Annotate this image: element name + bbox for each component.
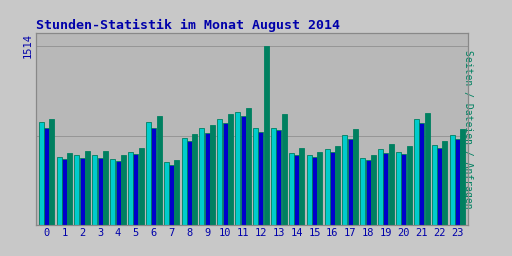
Bar — [56, 156, 61, 225]
Bar — [419, 123, 424, 225]
Bar — [67, 153, 72, 225]
Bar — [128, 152, 133, 225]
Bar — [80, 158, 85, 225]
Bar — [116, 161, 120, 225]
Bar — [74, 155, 79, 225]
Bar — [407, 146, 412, 225]
Bar — [139, 148, 144, 225]
Bar — [193, 134, 197, 225]
Bar — [348, 138, 353, 225]
Bar — [432, 145, 437, 225]
Bar — [389, 144, 394, 225]
Bar — [146, 122, 151, 225]
Bar — [235, 112, 240, 225]
Bar — [378, 150, 383, 225]
Bar — [366, 160, 371, 225]
Bar — [294, 155, 299, 225]
Bar — [157, 116, 162, 225]
Bar — [437, 148, 442, 225]
Bar — [164, 163, 169, 225]
Bar — [121, 155, 126, 225]
Bar — [151, 128, 156, 225]
Y-axis label: Seiten / Dateien / Anfragen: Seiten / Dateien / Anfragen — [463, 50, 473, 209]
Bar — [460, 129, 465, 225]
Bar — [442, 141, 447, 225]
Bar — [98, 158, 102, 225]
Bar — [103, 151, 108, 225]
Bar — [169, 165, 174, 225]
Bar — [246, 108, 251, 225]
Bar — [264, 46, 269, 225]
Bar — [317, 152, 323, 225]
Bar — [92, 155, 97, 225]
Bar — [424, 113, 430, 225]
Bar — [182, 137, 186, 225]
Bar — [307, 155, 312, 225]
Bar — [85, 151, 90, 225]
Bar — [401, 154, 407, 225]
Bar — [133, 154, 138, 225]
Bar — [200, 128, 204, 225]
Bar — [205, 133, 210, 225]
Bar — [210, 124, 215, 225]
Bar — [50, 119, 54, 225]
Bar — [312, 157, 317, 225]
Bar — [300, 148, 305, 225]
Bar — [335, 146, 340, 225]
Bar — [223, 123, 228, 225]
Bar — [217, 119, 222, 225]
Bar — [276, 131, 281, 225]
Bar — [271, 128, 276, 225]
Bar — [396, 152, 401, 225]
Bar — [289, 153, 294, 225]
Bar — [325, 150, 330, 225]
Bar — [330, 152, 335, 225]
Bar — [353, 129, 358, 225]
Bar — [383, 153, 389, 225]
Bar — [450, 135, 455, 225]
Bar — [241, 116, 246, 225]
Bar — [39, 122, 44, 225]
Bar — [187, 141, 192, 225]
Bar — [228, 114, 233, 225]
Bar — [343, 135, 347, 225]
Bar — [414, 119, 419, 225]
Bar — [253, 128, 258, 225]
Bar — [282, 114, 287, 225]
Bar — [259, 132, 263, 225]
Bar — [360, 158, 365, 225]
Bar — [44, 128, 49, 225]
Bar — [110, 159, 115, 225]
Text: Stunden-Statistik im Monat August 2014: Stunden-Statistik im Monat August 2014 — [36, 19, 340, 32]
Bar — [455, 138, 460, 225]
Bar — [371, 155, 376, 225]
Bar — [62, 159, 67, 225]
Bar — [175, 160, 180, 225]
